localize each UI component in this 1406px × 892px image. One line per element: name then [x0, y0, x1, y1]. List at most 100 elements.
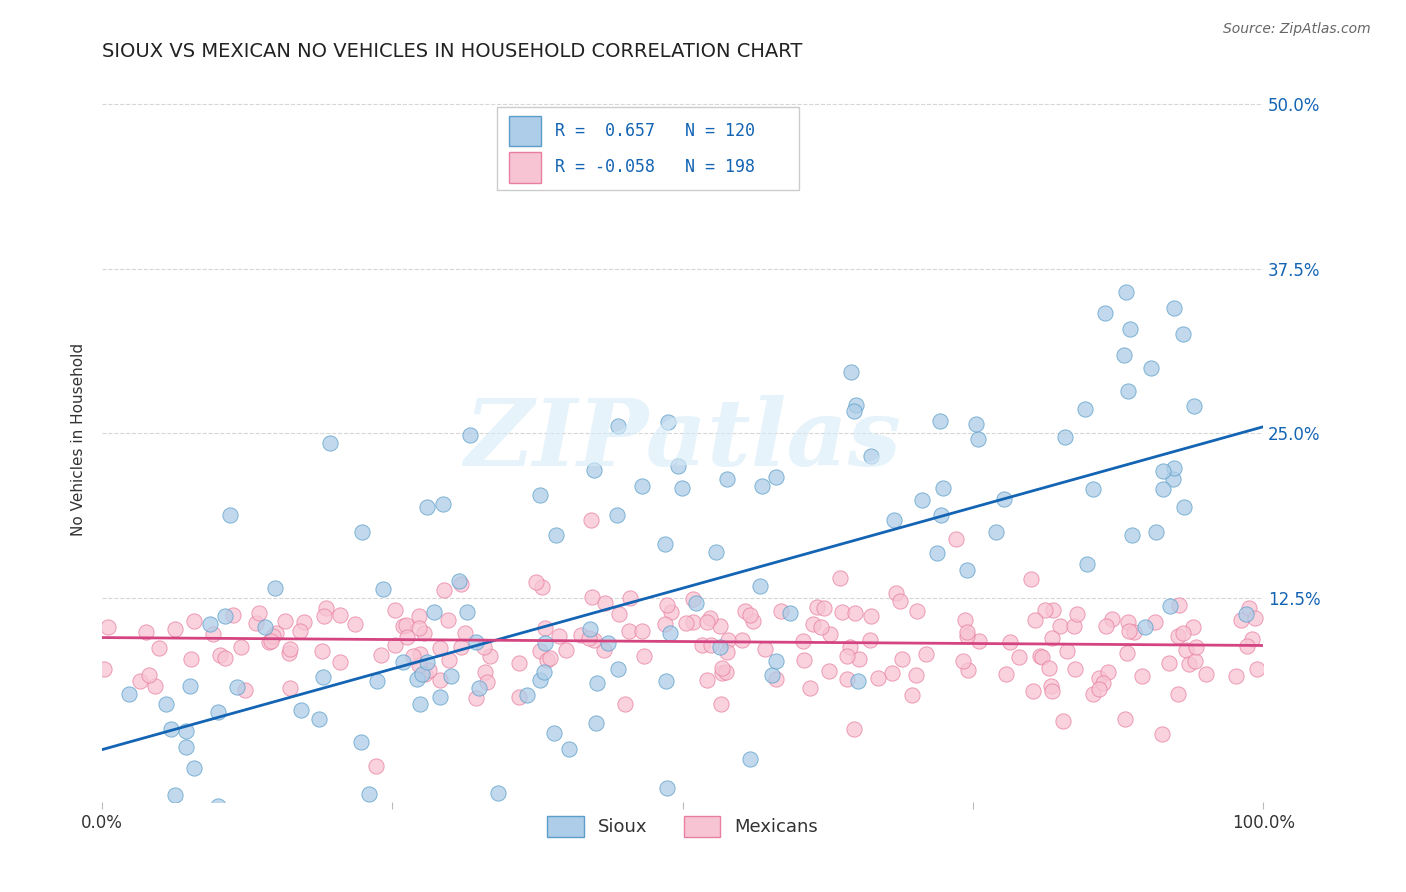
Text: Source: ZipAtlas.com: Source: ZipAtlas.com [1223, 22, 1371, 37]
Point [886, 586, 908, 600]
Point [859, 632, 882, 647]
Point [1008, 650, 1031, 665]
Point [607, 662, 630, 676]
Point [433, 583, 456, 598]
Point [901, 689, 924, 703]
Point [280, 642, 302, 657]
Point [1167, 599, 1189, 613]
Point [654, 616, 676, 631]
Point [828, 570, 851, 584]
Point [1122, 624, 1144, 639]
Point [1094, 619, 1116, 633]
Point [581, 590, 603, 604]
Point [1115, 285, 1137, 299]
Point [449, 574, 471, 588]
FancyBboxPatch shape [509, 153, 541, 183]
Point [1175, 642, 1198, 657]
Point [359, 787, 381, 801]
Point [260, 634, 283, 648]
Point [860, 449, 883, 463]
Point [429, 690, 451, 704]
Point [464, 691, 486, 706]
Point [264, 625, 287, 640]
Point [1064, 662, 1087, 676]
Point [1173, 327, 1195, 342]
Point [411, 666, 433, 681]
Point [432, 497, 454, 511]
Point [1088, 681, 1111, 696]
Point [242, 809, 264, 823]
Point [578, 631, 600, 645]
Point [159, 722, 181, 736]
Point [538, 650, 561, 665]
Point [555, 643, 578, 657]
Point [259, 634, 281, 648]
Point [655, 780, 678, 795]
Point [1040, 683, 1063, 698]
Point [592, 643, 614, 657]
Point [155, 697, 177, 711]
Point [956, 563, 979, 577]
Point [932, 481, 955, 495]
Point [716, 665, 738, 679]
Point [1239, 600, 1261, 615]
Point [1101, 612, 1123, 626]
Point [1133, 620, 1156, 634]
Point [692, 639, 714, 653]
Point [734, 604, 756, 618]
Point [953, 613, 976, 627]
Point [1083, 482, 1105, 496]
Point [671, 481, 693, 495]
Point [890, 652, 912, 666]
Point [831, 606, 853, 620]
Point [408, 621, 430, 635]
Point [128, 673, 150, 688]
Point [254, 619, 277, 633]
Point [315, 601, 337, 615]
Point [666, 458, 689, 473]
Point [174, 724, 197, 739]
Point [682, 591, 704, 606]
Point [222, 607, 245, 622]
Point [1097, 665, 1119, 680]
Point [1140, 361, 1163, 376]
Point [969, 633, 991, 648]
Point [217, 891, 239, 892]
Point [929, 414, 952, 428]
Point [699, 611, 721, 625]
Point [813, 600, 835, 615]
Point [118, 687, 141, 701]
Point [1161, 472, 1184, 486]
Point [395, 630, 418, 644]
Point [905, 604, 928, 618]
Point [536, 653, 558, 667]
Point [749, 579, 772, 593]
Point [579, 513, 602, 527]
Point [889, 594, 911, 608]
Point [1112, 348, 1135, 362]
Point [779, 606, 801, 620]
Point [927, 546, 949, 560]
Point [1167, 688, 1189, 702]
Point [845, 398, 868, 412]
Point [696, 673, 718, 688]
Point [543, 725, 565, 739]
Point [654, 537, 676, 551]
Point [993, 491, 1015, 506]
Point [631, 624, 654, 639]
Point [966, 432, 988, 446]
Point [820, 627, 842, 641]
Point [1040, 631, 1063, 645]
Point [793, 653, 815, 667]
Point [593, 596, 616, 610]
Point [1039, 679, 1062, 693]
Point [1116, 646, 1139, 660]
Point [659, 626, 682, 640]
Point [1024, 613, 1046, 627]
Point [454, 626, 477, 640]
Point [657, 415, 679, 429]
Point [312, 670, 335, 684]
Point [614, 698, 637, 712]
Point [1225, 669, 1247, 683]
Text: R = -0.058   N = 198: R = -0.058 N = 198 [555, 159, 755, 177]
